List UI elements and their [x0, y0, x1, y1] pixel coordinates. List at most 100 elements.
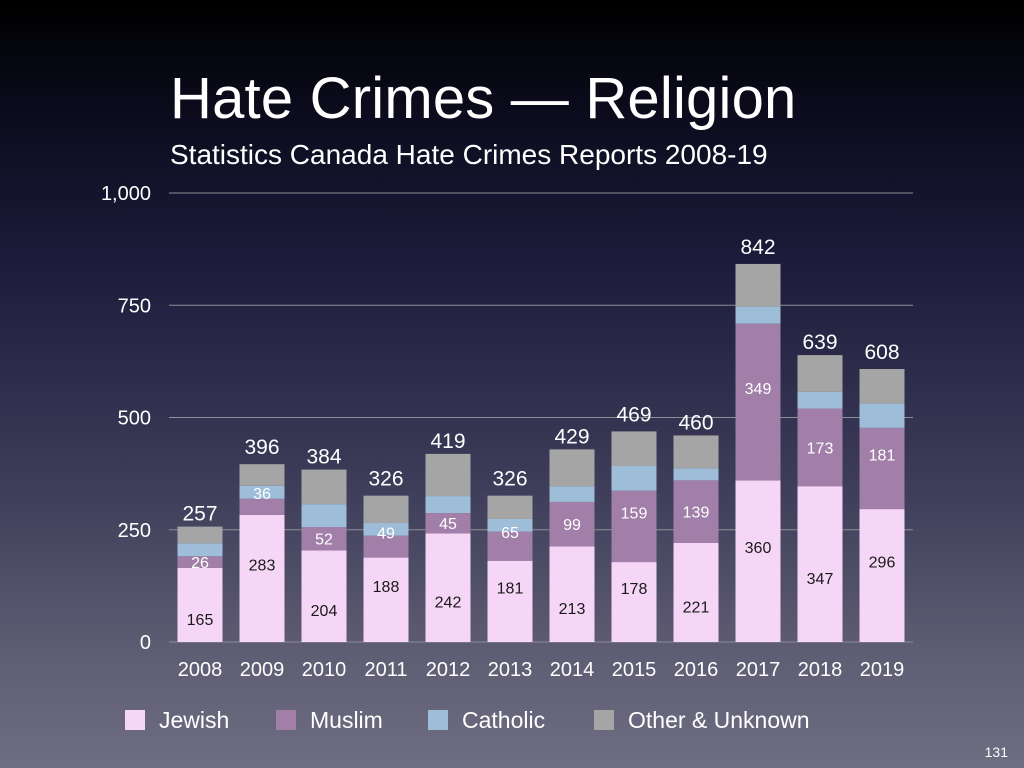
x-tick-label-2009: 2009: [240, 659, 285, 681]
bar-segment-muslim-2017: [735, 323, 781, 481]
x-tick-label-2019: 2019: [860, 659, 905, 681]
bar-segment-jewish-2015: [611, 562, 657, 642]
data-label-jewish-2010: 204: [311, 603, 338, 620]
x-tick-label-2016: 2016: [674, 659, 719, 681]
data-label-muslim-2019: 181: [869, 447, 896, 464]
x-tick-label-2018: 2018: [798, 659, 843, 681]
bar-segment-other-unknown-2018: [797, 355, 843, 392]
data-label-muslim-2014: 99: [563, 517, 581, 534]
bar-segment-jewish-2018: [797, 486, 843, 642]
bar-segment-other-unknown-2013: [487, 495, 533, 519]
bar-segment-jewish-2009: [239, 514, 285, 642]
x-tick-label-2008: 2008: [178, 659, 223, 681]
total-label-2014: 429: [554, 425, 589, 448]
data-label-jewish-2011: 188: [373, 579, 400, 596]
bar-segment-catholic-2013: [487, 518, 533, 532]
bar-segment-jewish-2014: [549, 546, 595, 642]
data-label-jewish-2018: 347: [807, 571, 834, 588]
bar-segment-catholic-2015: [611, 465, 657, 491]
x-tick-label-2010: 2010: [302, 659, 347, 681]
bar-segment-jewish-2008: [177, 567, 223, 642]
bar-segment-catholic-2011: [363, 523, 409, 536]
y-tick-label-500: 500: [118, 408, 151, 430]
total-label-2017: 842: [740, 236, 775, 259]
bar-segment-catholic-2019: [859, 403, 905, 428]
data-label-jewish-2014: 213: [559, 601, 586, 618]
x-tick-label-2017: 2017: [736, 659, 781, 681]
total-label-2013: 326: [492, 468, 527, 491]
x-tick-label-2015: 2015: [612, 659, 657, 681]
total-label-2008: 257: [182, 503, 217, 526]
bar-segment-jewish-2016: [673, 542, 719, 642]
total-label-2010: 384: [306, 446, 341, 469]
y-tick-label-1000: 1,000: [101, 183, 151, 205]
data-label-muslim-2013: 65: [501, 525, 519, 542]
data-label-jewish-2015: 178: [621, 581, 648, 598]
bar-segment-muslim-2014: [549, 501, 595, 547]
data-label-jewish-2016: 221: [683, 599, 710, 616]
bar-segment-muslim-2018: [797, 408, 843, 487]
slide-subtitle: Statistics Canada Hate Crimes Reports 20…: [170, 139, 768, 170]
data-label-muslim-2016: 139: [683, 505, 710, 522]
bar-segment-catholic-2014: [549, 486, 595, 502]
bar-segment-other-unknown-2010: [301, 469, 347, 505]
bar-segment-catholic-2009: [239, 485, 285, 499]
bar-segment-other-unknown-2019: [859, 369, 905, 404]
data-label-muslim-2011: 49: [377, 526, 395, 543]
bar-segment-muslim-2008: [177, 556, 223, 568]
bar-segment-other-unknown-2017: [735, 263, 781, 307]
bar-segment-other-unknown-2015: [611, 431, 657, 466]
slide-title: Hate Crimes — Religion: [170, 66, 797, 131]
total-label-2012: 419: [430, 430, 465, 453]
x-tick-label-2012: 2012: [426, 659, 471, 681]
bar-segment-other-unknown-2008: [177, 526, 223, 544]
bar-segment-muslim-2012: [425, 513, 471, 534]
total-label-2016: 460: [678, 411, 713, 434]
bar-segment-other-unknown-2011: [363, 495, 409, 524]
total-label-2018: 639: [802, 331, 837, 354]
bar-segment-other-unknown-2014: [549, 449, 595, 487]
page-number: 131: [984, 744, 1008, 760]
data-label-jewish-2017: 360: [745, 540, 772, 557]
total-label-2015: 469: [616, 403, 651, 426]
bar-segment-catholic-2018: [797, 391, 843, 409]
bar-segment-catholic-2012: [425, 496, 471, 514]
x-tick-label-2013: 2013: [488, 659, 533, 681]
y-tick-label-250: 250: [118, 520, 151, 542]
bar-segment-catholic-2010: [301, 504, 347, 528]
total-label-2011: 326: [368, 468, 403, 491]
bar-segment-jewish-2011: [363, 557, 409, 642]
bar-segment-catholic-2016: [673, 468, 719, 481]
bar-segment-jewish-2017: [735, 480, 781, 642]
data-label-jewish-2013: 181: [497, 580, 524, 597]
x-tick-label-2014: 2014: [550, 659, 595, 681]
data-label-jewish-2009: 283: [249, 557, 276, 574]
data-label-muslim-2008: 26: [191, 555, 209, 572]
data-label-muslim-2018: 173: [807, 440, 834, 457]
data-label-muslim-2012: 45: [439, 516, 457, 533]
bar-segment-other-unknown-2016: [673, 435, 719, 469]
data-label-muslim-2009: 36: [253, 486, 271, 503]
bar-segment-other-unknown-2012: [425, 453, 471, 497]
total-label-2019: 608: [864, 341, 899, 364]
data-label-jewish-2012: 242: [435, 595, 462, 612]
bar-segment-muslim-2009: [239, 498, 285, 515]
data-label-muslim-2017: 349: [745, 381, 772, 398]
y-tick-label-0: 0: [140, 632, 151, 654]
bar-segment-muslim-2015: [611, 490, 657, 563]
bar-segment-jewish-2010: [301, 550, 347, 642]
bar-segment-jewish-2019: [859, 509, 905, 642]
bar-segment-other-unknown-2009: [239, 464, 285, 486]
y-tick-label-750: 750: [118, 295, 151, 317]
bar-segment-catholic-2008: [177, 543, 223, 557]
bar-segment-muslim-2011: [363, 535, 409, 558]
x-tick-label-2011: 2011: [364, 659, 407, 681]
bar-segment-catholic-2017: [735, 306, 781, 324]
data-label-muslim-2015: 159: [621, 505, 648, 522]
bar-segment-jewish-2012: [425, 533, 471, 642]
bar-segment-muslim-2010: [301, 527, 347, 551]
bar-segment-muslim-2019: [859, 427, 905, 510]
bar-segment-jewish-2013: [487, 560, 533, 642]
data-label-jewish-2019: 296: [869, 555, 896, 572]
